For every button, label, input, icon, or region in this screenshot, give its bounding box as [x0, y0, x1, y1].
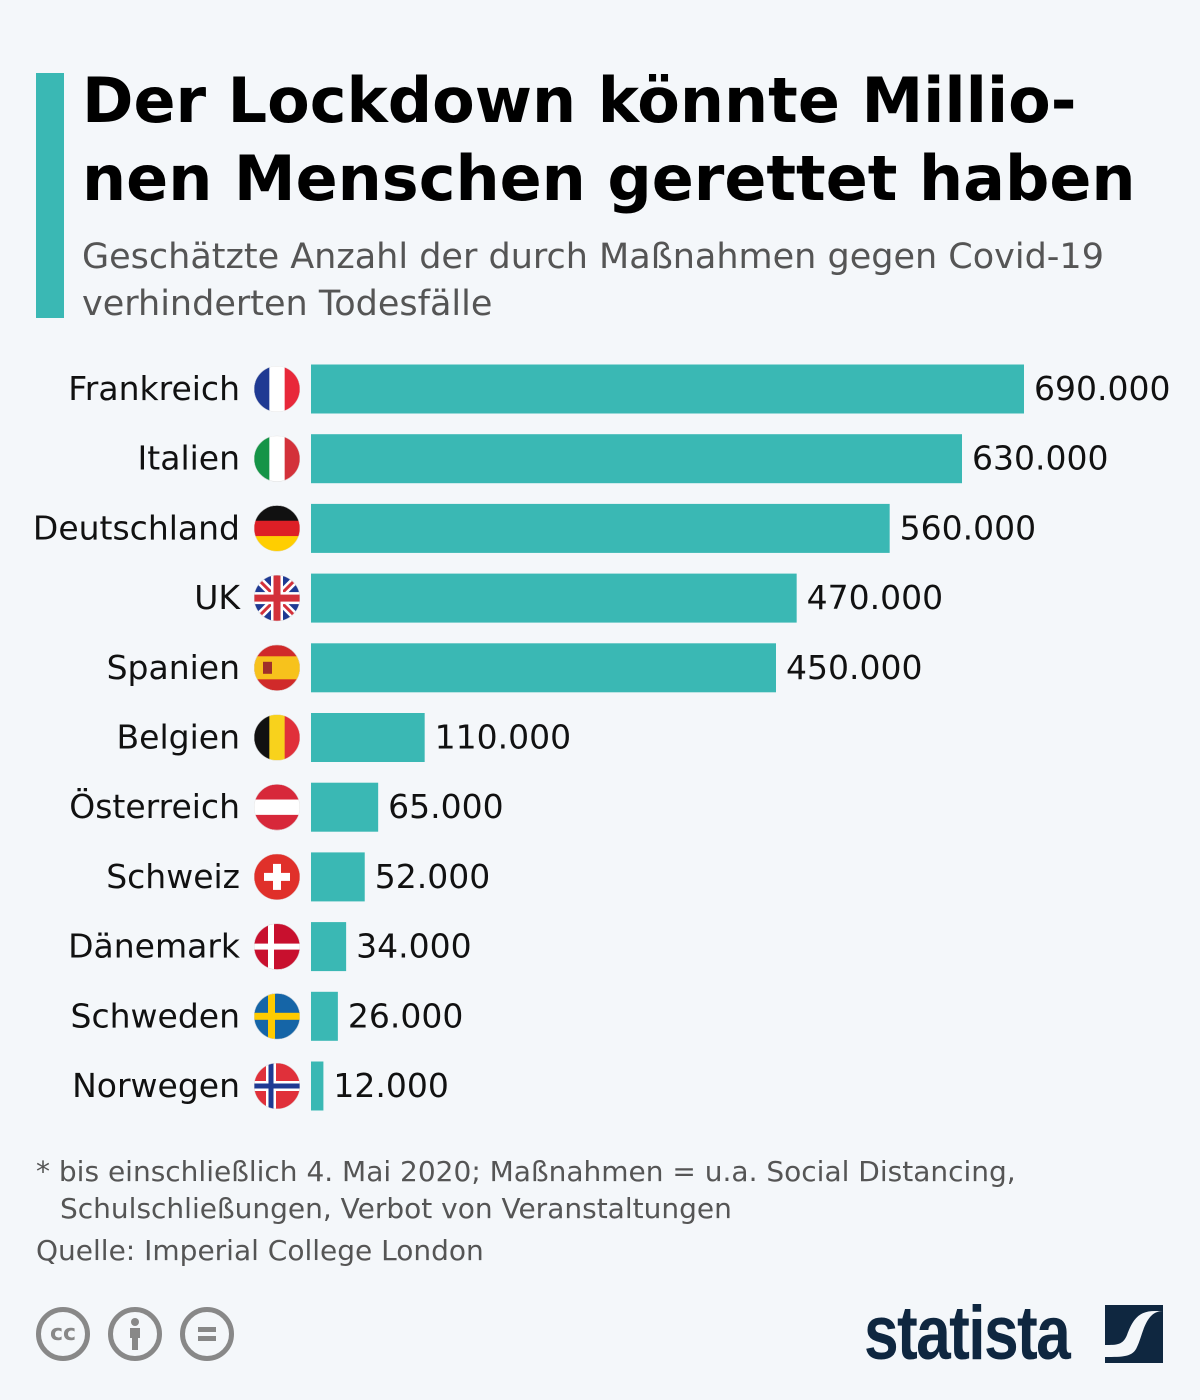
category-label: Belgien: [117, 718, 240, 757]
flag-de-icon: [254, 505, 300, 552]
subtitle-line-2: verhinderten Todesfälle: [82, 284, 493, 324]
value-label: 630.000: [972, 439, 1108, 478]
flag-es-icon: [254, 644, 300, 691]
bar-chart: Frankreich 690.000 Italien 630.000 Deutschla…: [33, 364, 1170, 1111]
flag-uk-icon: [254, 575, 300, 622]
category-label: Dänemark: [68, 927, 241, 966]
flag-ch-icon: [254, 853, 300, 900]
footnote-line-2: Schulschließungen, Verbot von Veranstalt…: [60, 1192, 732, 1225]
cc-text: cc: [49, 1321, 77, 1346]
bar: [311, 782, 379, 832]
category-label: Deutschland: [33, 508, 240, 547]
bar: [311, 713, 425, 762]
category-label: Österreich: [69, 786, 240, 826]
category-label: Schweden: [71, 996, 240, 1035]
bar: [311, 991, 338, 1041]
value-label: 110.000: [435, 718, 571, 757]
category-label: Spanien: [107, 648, 240, 687]
flag-it-icon: [254, 435, 300, 482]
title-accent-bar: [36, 73, 64, 318]
value-label: 65.000: [388, 787, 503, 826]
value-label: 690.000: [1034, 369, 1170, 408]
category-label: Schweiz: [106, 857, 240, 896]
footnote-line-1: * bis einschließlich 4. Mai 2020; Maßnah…: [36, 1155, 1016, 1188]
bar: [311, 852, 365, 902]
flag-fr-icon: [254, 366, 300, 412]
category-label: Frankreich: [68, 369, 240, 408]
category-label: Norwegen: [72, 1066, 240, 1105]
bar: [311, 573, 797, 623]
bar: [311, 434, 962, 484]
category-label: Italien: [138, 439, 240, 478]
flag-se-icon: [254, 993, 300, 1040]
subtitle-line-1: Geschätzte Anzahl der durch Maßnahmen ge…: [82, 237, 1104, 277]
flag-be-icon: [254, 714, 300, 761]
value-label: 450.000: [786, 648, 922, 687]
bar: [311, 503, 890, 553]
value-label: 560.000: [900, 508, 1036, 547]
nd-icon[interactable]: [180, 1307, 234, 1361]
chart-title: Der Lockdown könnte Millio- nen Menschen…: [82, 62, 1182, 218]
flag-no-icon: [254, 1063, 300, 1109]
flag-at-icon: [254, 784, 300, 831]
value-label: 26.000: [348, 996, 463, 1035]
source-text: Quelle: Imperial College London: [36, 1234, 484, 1267]
value-label: 34.000: [356, 927, 471, 966]
value-label: 12.000: [333, 1066, 448, 1105]
flag-dk-icon: [254, 923, 300, 970]
chart-subtitle: Geschätzte Anzahl der durch Maßnahmen ge…: [82, 234, 1182, 328]
bar: [311, 922, 347, 972]
bar: [311, 643, 776, 693]
statista-logo[interactable]: statista: [864, 1291, 1071, 1376]
title-line-2: nen Menschen gerettet haben: [82, 142, 1136, 215]
statista-logo-icon: [1105, 1305, 1163, 1363]
cc-icon[interactable]: cc: [36, 1307, 90, 1361]
value-label: 470.000: [807, 578, 943, 617]
by-icon[interactable]: [108, 1307, 162, 1361]
title-line-1: Der Lockdown könnte Millio-: [82, 64, 1077, 137]
value-label: 52.000: [375, 857, 490, 896]
bar: [311, 1061, 324, 1111]
category-label: UK: [194, 578, 241, 617]
bar: [311, 364, 1024, 414]
